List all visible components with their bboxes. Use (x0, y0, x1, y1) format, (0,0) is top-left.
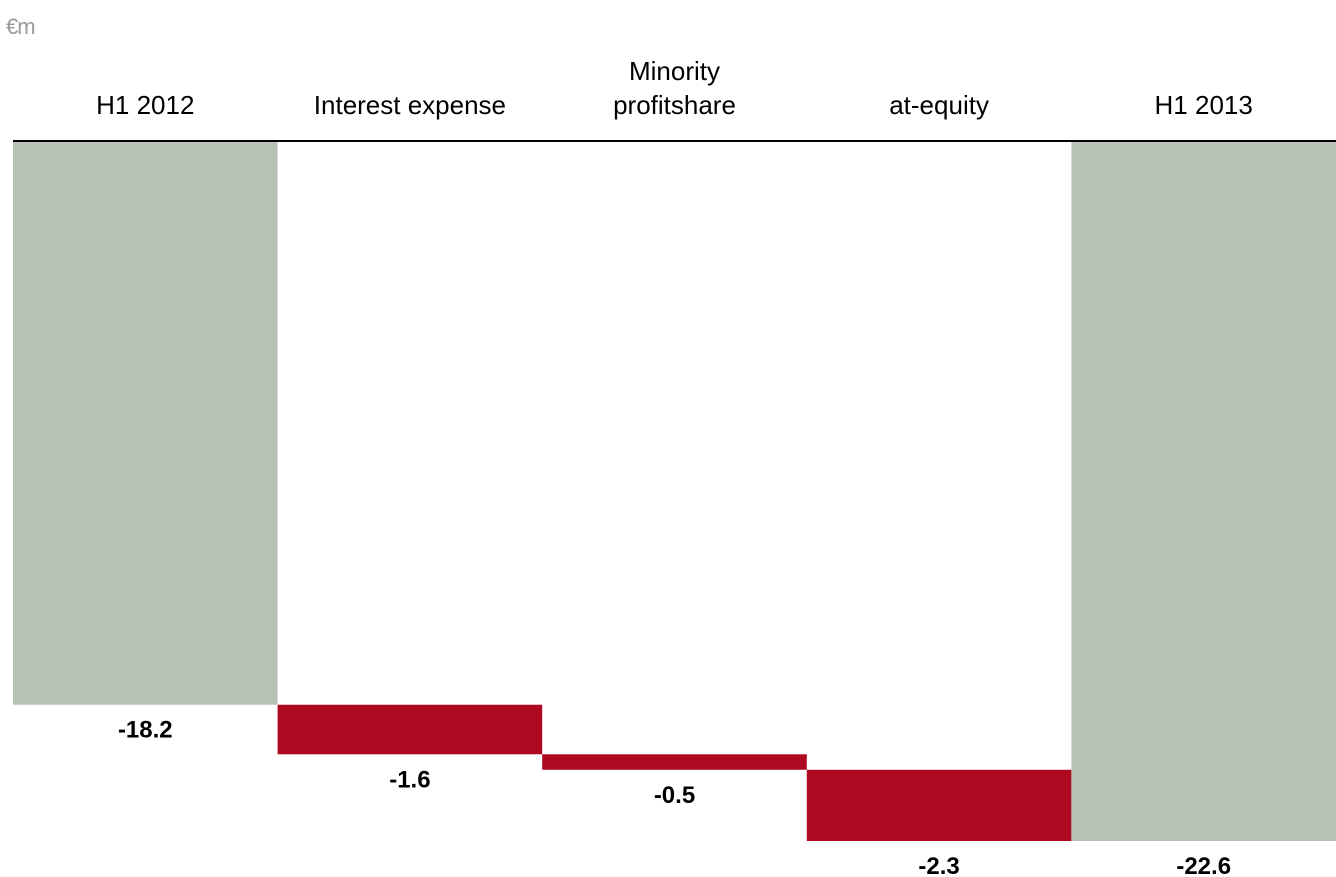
value-label-3: -0.5 (654, 782, 695, 809)
category-label-3: Minority profitshare (613, 56, 736, 120)
bar-1 (13, 141, 278, 705)
value-label-5: -22.6 (1176, 853, 1231, 877)
category-labels: H1 2012 Interest expense Minority profitsha… (96, 56, 1253, 120)
bar-4 (806, 769, 1072, 841)
category-label-1: H1 2012 (96, 90, 194, 120)
category-label-5: H1 2013 (1155, 90, 1253, 120)
value-label-4: -2.3 (918, 853, 959, 877)
bar-3 (542, 754, 807, 770)
bars-layer (13, 141, 1336, 841)
value-label-2: -1.6 (389, 766, 430, 793)
unit-label: €m (6, 14, 36, 39)
value-label-1: -18.2 (118, 717, 173, 744)
category-label-2: Interest expense (314, 90, 506, 120)
bar-5 (1071, 141, 1336, 841)
category-label-4: at-equity (889, 90, 989, 120)
value-labels: -18.2 -1.6 -0.5 -2.3 -22.6 (118, 717, 1231, 877)
bar-2 (277, 704, 543, 755)
